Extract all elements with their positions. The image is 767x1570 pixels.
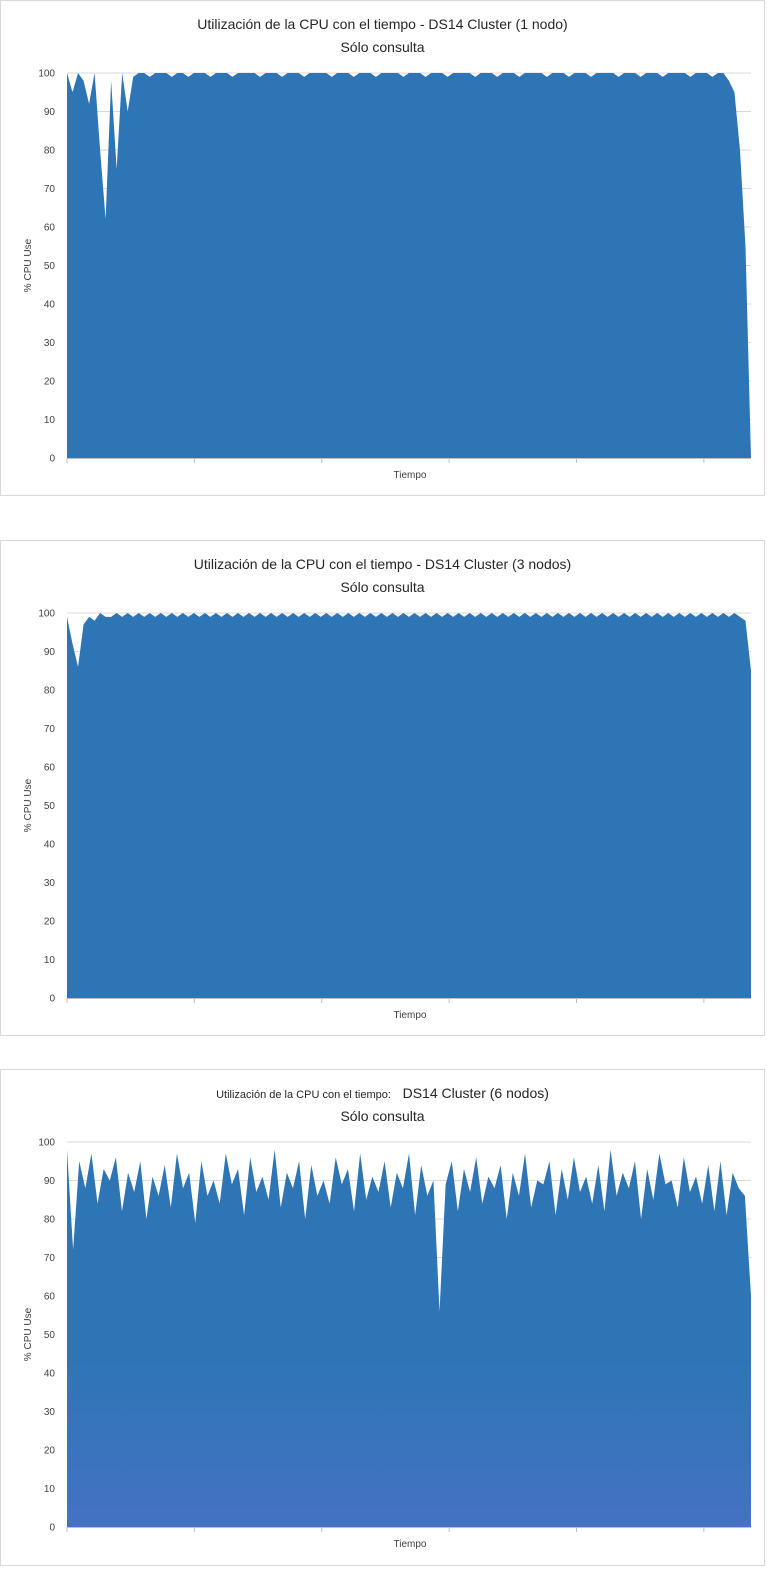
- y-tick-label: 80: [44, 146, 56, 157]
- y-tick-label: 30: [44, 1407, 56, 1418]
- y-tick-label: 0: [49, 1523, 55, 1534]
- cpu-area-chart-1: 0 10 20 30 40 50 60 70 80 90 100 Tiempo % CPU Use: [23, 69, 751, 481]
- x-axis-title: Tiempo: [394, 1010, 427, 1021]
- cpu-area-series: [67, 613, 751, 998]
- y-tick-label: 30: [44, 878, 56, 889]
- y-tick-label: 60: [44, 763, 56, 774]
- y-tick-label: 70: [44, 184, 56, 195]
- y-tick-label: 20: [44, 917, 56, 928]
- cpu-area-chart-2: 0 10 20 30 40 50 60 70 80 90 100 Tiempo % CPU Use: [23, 609, 751, 1021]
- y-tick-label: 70: [44, 724, 56, 735]
- y-tick-label: 90: [44, 1176, 56, 1187]
- y-tick-label: 80: [44, 686, 56, 697]
- y-tick-label: 80: [44, 1215, 56, 1226]
- y-tick-label: 10: [44, 1484, 56, 1495]
- chart-title-suffix: DS14 Cluster (6 nodos): [402, 1085, 549, 1101]
- y-tick-label: 100: [38, 1138, 55, 1149]
- y-tick-label: 100: [38, 609, 55, 620]
- y-tick-label: 50: [44, 1330, 56, 1341]
- chart-panel-3: Utilización de la CPU con el tiempo: DS1…: [0, 1069, 765, 1566]
- y-tick-label: 10: [44, 955, 56, 966]
- cpu-area-series: [67, 73, 751, 458]
- chart-title-prefix: Utilización de la CPU con el tiempo:: [216, 1089, 391, 1101]
- y-tick-label: 50: [44, 801, 56, 812]
- y-tick-label: 50: [44, 261, 56, 272]
- cpu-area-series: [67, 1149, 751, 1527]
- y-tick-label: 20: [44, 1446, 56, 1457]
- chart-title: Utilización de la CPU con el tiempo - DS…: [193, 556, 572, 572]
- chart-title: Utilización de la CPU con el tiempo: DS1…: [1, 1085, 764, 1101]
- y-tick-label: 40: [44, 1369, 56, 1380]
- y-tick-label: 100: [38, 69, 55, 80]
- y-tick-label: 90: [44, 107, 56, 118]
- y-axis-title: % CPU Use: [23, 238, 34, 292]
- x-axis-title: Tiempo: [394, 470, 427, 481]
- chart-panel-1: Utilización de la CPU con el tiempo - DS…: [0, 0, 765, 496]
- y-tick-label: 70: [44, 1253, 56, 1264]
- x-axis-title: Tiempo: [394, 1539, 427, 1550]
- y-tick-label: 10: [44, 415, 56, 426]
- y-axis-title: % CPU Use: [23, 778, 34, 832]
- y-tick-label: 20: [44, 377, 56, 388]
- y-tick-label: 40: [44, 300, 56, 311]
- cpu-area-chart-3: 0 10 20 30 40 50 60 70 80 90 100 Tiempo % CPU Use: [23, 1138, 751, 1550]
- y-tick-label: 0: [49, 994, 55, 1005]
- y-tick-label: 90: [44, 647, 56, 658]
- chart-subtitle: Sólo consulta: [340, 39, 425, 55]
- chart-subtitle: Sólo consulta: [340, 1108, 425, 1124]
- chart-title: Utilización de la CPU con el tiempo - DS…: [197, 16, 568, 32]
- chart-subtitle: Sólo consulta: [340, 579, 425, 595]
- chart-panel-2: Utilización de la CPU con el tiempo - DS…: [0, 540, 765, 1036]
- y-axis-title: % CPU Use: [23, 1307, 34, 1361]
- y-tick-label: 40: [44, 840, 56, 851]
- y-tick-label: 30: [44, 338, 56, 349]
- y-tick-label: 60: [44, 1292, 56, 1303]
- y-tick-label: 60: [44, 223, 56, 234]
- y-tick-label: 0: [49, 454, 55, 465]
